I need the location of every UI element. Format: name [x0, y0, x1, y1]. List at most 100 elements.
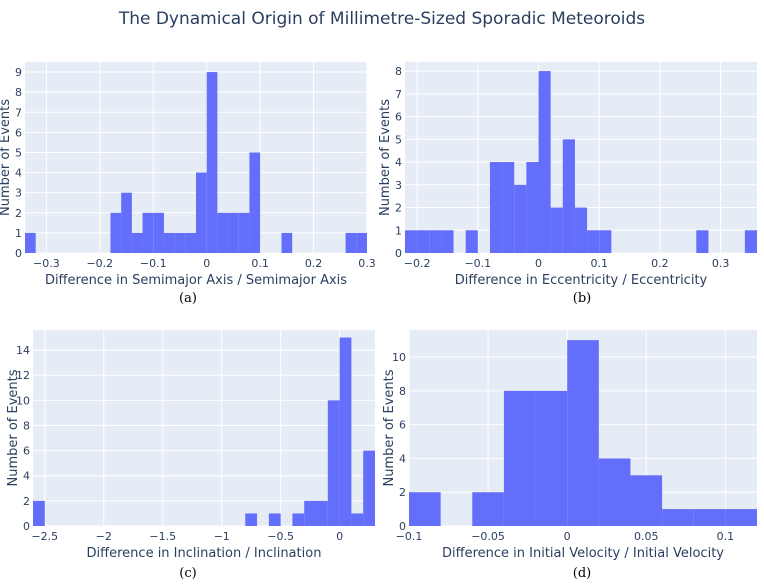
x-tick-label: −0.3	[33, 257, 60, 270]
histogram-bar	[217, 212, 229, 253]
x-tick-label: 0.1	[717, 530, 735, 543]
histogram-bar	[304, 500, 317, 526]
x-tick-label: −0.2	[404, 257, 431, 270]
y-tick-label: 5	[15, 146, 22, 159]
histogram-bar	[550, 207, 563, 253]
histogram-panel-2: −0.2 −0.1 0 0.1 0.2 0.3 0 1 2 3 4 5 6 7 8 Difference in…	[378, 62, 757, 306]
x-axis-label: Difference in Eccentricity / Eccentricit…	[455, 273, 708, 288]
y-tick-label: 2	[23, 495, 30, 508]
histogram-bar	[142, 212, 154, 253]
histogram-bar	[249, 152, 261, 253]
y-tick-label: 1	[15, 227, 22, 240]
histogram-bar	[489, 162, 503, 253]
x-tick-label: 0.3	[712, 257, 730, 270]
histogram-bar	[174, 232, 186, 253]
histogram-bar	[514, 184, 527, 253]
x-tick-label: 0.05	[634, 530, 659, 543]
histogram-bar	[196, 172, 207, 253]
histogram-panel-1: −0.3 −0.2 −0.1 0 0.1 0.2 0.3 0 1 2 3 4 5 6 7 8 9 Differen…	[0, 62, 376, 306]
y-tick-label: 3	[395, 179, 402, 192]
x-tick-label: −1	[214, 530, 230, 543]
histogram-bar	[351, 513, 364, 526]
histogram-bar	[185, 232, 196, 253]
x-tick-label: 0	[203, 257, 210, 270]
histogram-bar	[744, 230, 757, 253]
histogram-bar	[153, 212, 164, 253]
y-tick-label: 0	[23, 520, 30, 533]
y-tick-label: 1	[395, 224, 402, 237]
histogram-bar	[503, 390, 536, 526]
histogram-bar	[131, 232, 143, 253]
histogram-bar	[662, 509, 694, 526]
histogram-bar	[441, 230, 454, 253]
histogram-bar	[25, 232, 36, 253]
y-tick-label: 8	[399, 385, 406, 398]
y-tick-label: 3	[15, 187, 22, 200]
y-axis-label: Number of Events	[6, 369, 21, 486]
panel-caption: (a)	[179, 291, 197, 306]
y-tick-label: 7	[395, 88, 402, 101]
x-tick-label: −0.2	[86, 257, 113, 270]
y-tick-label: 10	[392, 351, 406, 364]
x-axis-label: Difference in Initial Velocity / Initial…	[442, 546, 724, 561]
y-axis-label: Number of Events	[382, 369, 397, 486]
x-tick-label: −2	[96, 530, 112, 543]
y-tick-label: 6	[23, 445, 30, 458]
y-tick-label: 4	[399, 452, 406, 465]
y-tick-label: 8	[23, 419, 30, 432]
y-axis-label: Number of Events	[378, 99, 393, 216]
histogram-bar	[465, 230, 478, 253]
histogram-bar	[281, 232, 293, 253]
x-tick-label: 0	[564, 530, 571, 543]
y-tick-label: 6	[399, 419, 406, 432]
histogram-bar	[535, 390, 568, 526]
y-tick-label: 12	[16, 369, 30, 382]
x-tick-label: −0.1	[396, 530, 423, 543]
histogram-bar	[693, 509, 726, 526]
histogram-bar	[405, 230, 418, 253]
y-tick-label: 8	[15, 86, 22, 99]
histogram-bar	[409, 492, 441, 526]
histogram-bar	[574, 207, 588, 253]
y-tick-label: 0	[399, 520, 406, 533]
histogram-bar	[268, 513, 281, 526]
plot-background	[33, 330, 375, 526]
histogram-bar	[630, 475, 663, 526]
y-tick-label: 6	[395, 111, 402, 124]
panel-caption: (d)	[573, 566, 591, 581]
panel-caption: (c)	[179, 566, 196, 581]
x-tick-label: −0.05	[471, 530, 505, 543]
histogram-bar	[562, 139, 575, 253]
y-axis-label: Number of Events	[0, 99, 13, 216]
y-tick-label: 0	[15, 247, 22, 260]
histogram-bar	[538, 71, 551, 253]
y-tick-label: 4	[15, 167, 22, 180]
x-tick-label: 0.1	[590, 257, 608, 270]
figure-title: The Dynamical Origin of Millimetre-Sized…	[118, 9, 645, 29]
x-tick-label: −1.5	[149, 530, 176, 543]
x-axis-label: Difference in Semimajor Axis / Semimajor…	[45, 273, 347, 288]
histogram-bar	[110, 212, 122, 253]
y-tick-label: 5	[395, 133, 402, 146]
y-tick-label: 2	[15, 207, 22, 220]
x-axis-label: Difference in Inclination / Inclination	[87, 546, 322, 561]
x-tick-label: 0.3	[358, 257, 376, 270]
x-tick-label: 0	[336, 530, 343, 543]
histogram-bar	[292, 513, 305, 526]
x-tick-label: 0.2	[651, 257, 669, 270]
histogram-bar	[163, 232, 175, 253]
histogram-bar	[429, 230, 442, 253]
histogram-bar	[345, 232, 357, 253]
histogram-panel-3: −2.5 −2 −1.5 −1 −0.5 0 0 2 4 6 8 10 12 14 Difference i…	[6, 330, 375, 581]
y-tick-label: 10	[16, 394, 30, 407]
histogram-bar	[33, 500, 45, 526]
histogram-bar	[526, 162, 539, 253]
y-tick-label: 7	[15, 106, 22, 119]
histogram-bar	[472, 492, 504, 526]
y-tick-label: 0	[395, 247, 402, 260]
histogram-bar	[245, 513, 258, 526]
histogram-bar	[598, 458, 631, 526]
y-tick-label: 6	[15, 126, 22, 139]
histogram-bar	[587, 230, 600, 253]
